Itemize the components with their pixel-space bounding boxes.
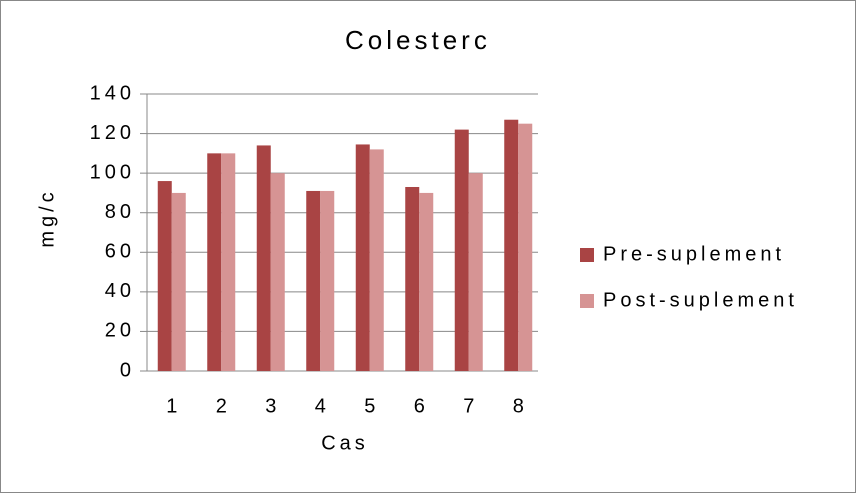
y-tick-label: 40 <box>105 280 135 302</box>
x-tick-label: 6 <box>414 395 429 417</box>
bar <box>171 192 186 371</box>
y-axis-label: mg/c <box>36 188 58 247</box>
y-tick-label: 80 <box>105 201 135 223</box>
y-tick-label: 20 <box>105 320 135 342</box>
y-tick-label: 120 <box>90 122 135 144</box>
bar <box>405 186 420 371</box>
x-tick-label: 3 <box>265 395 280 417</box>
chart-title: Colesterc <box>345 25 491 55</box>
bar <box>207 153 222 371</box>
legend-swatch <box>580 294 594 308</box>
x-tick-label: 4 <box>315 395 330 417</box>
bar <box>504 119 519 371</box>
bar <box>221 153 236 371</box>
legend-swatch <box>580 248 594 262</box>
y-tick-label: 60 <box>105 241 135 263</box>
bar <box>320 190 335 371</box>
bar <box>306 190 321 371</box>
bar <box>369 149 384 371</box>
bar <box>468 173 483 371</box>
bar <box>157 181 172 371</box>
x-tick-label: 8 <box>513 395 528 417</box>
bar <box>454 129 469 371</box>
legend-label: Post-suplement <box>603 289 798 311</box>
bar <box>419 192 434 371</box>
x-tick-label: 2 <box>216 395 231 417</box>
bar <box>256 145 271 371</box>
x-tick-label: 7 <box>463 395 478 417</box>
y-tick-label: 0 <box>120 359 135 381</box>
bar <box>355 144 370 371</box>
x-tick-label: 1 <box>166 395 181 417</box>
legend-label: Pre-suplement <box>603 243 785 265</box>
y-tick-label: 140 <box>90 82 135 104</box>
bar <box>518 123 533 371</box>
bar <box>270 173 285 371</box>
x-axis-label: Cas <box>321 432 369 454</box>
y-tick-label: 100 <box>90 161 135 183</box>
x-tick-label: 5 <box>364 395 379 417</box>
